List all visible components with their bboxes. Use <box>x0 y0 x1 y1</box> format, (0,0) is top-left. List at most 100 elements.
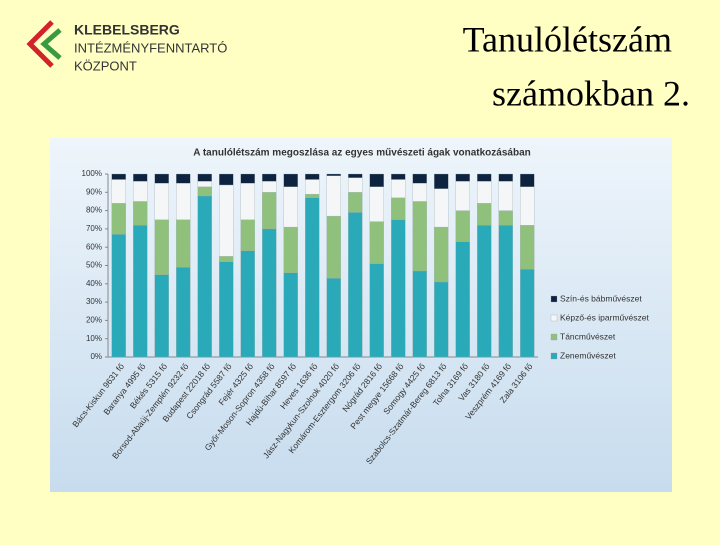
bar-segment <box>498 210 513 226</box>
bar-segment <box>434 281 449 358</box>
logo-text: KÖZPONT <box>74 58 137 73</box>
bar-segment <box>262 228 277 358</box>
bar-segment <box>240 182 255 220</box>
y-tick-label: 0% <box>90 352 102 361</box>
bar-segment <box>283 272 298 358</box>
logo-mark <box>26 20 54 68</box>
bar-segment <box>133 181 148 202</box>
bar-segment <box>176 267 191 358</box>
bar-segment <box>520 269 535 358</box>
logo-text: INTÉZMÉNYFENNTARTÓ <box>74 40 227 55</box>
bar-segment <box>369 173 384 187</box>
bar-segment <box>455 241 470 358</box>
logo-mark <box>40 28 62 60</box>
bar-segment <box>477 203 492 226</box>
y-tick-label: 60% <box>86 242 102 251</box>
bar-segment <box>391 179 406 198</box>
slide-title: Tanulólétszám <box>463 19 672 59</box>
bar-segment <box>305 197 320 358</box>
bar-segment <box>219 184 234 257</box>
bar-segment <box>326 215 341 279</box>
bar-segment <box>369 186 384 222</box>
bar-segment <box>154 182 169 220</box>
bar-segment <box>240 173 255 184</box>
bar-segment <box>283 226 298 273</box>
bar-segment <box>326 173 341 176</box>
bar-segment <box>520 225 535 270</box>
logo-text: KLEBELSBERG <box>74 22 180 38</box>
bar-segment <box>154 173 169 184</box>
legend-swatch <box>550 314 558 322</box>
bar-segment <box>520 186 535 226</box>
bar-segment <box>240 250 255 358</box>
bar-segment <box>197 173 212 182</box>
bar-segment <box>434 188 449 228</box>
bar-segment <box>240 219 255 252</box>
bar-segment <box>326 175 341 217</box>
y-tick-label: 100% <box>82 169 102 178</box>
bar-segment <box>477 181 492 204</box>
bar-segment <box>348 173 363 178</box>
bar-segment <box>111 179 126 204</box>
bar-segment <box>412 201 427 272</box>
bar-segment <box>477 173 492 182</box>
bar-segment <box>197 195 212 358</box>
chart-title: A tanulólétszám megoszlása az egyes művé… <box>193 148 531 159</box>
legend-label: Táncművészet <box>560 331 616 341</box>
legend-swatch <box>550 352 558 360</box>
legend-label: Zeneművészet <box>560 350 616 360</box>
bar-segment <box>262 192 277 230</box>
bar-segment <box>154 219 169 275</box>
bar-segment <box>348 192 363 213</box>
bar-segment <box>176 182 191 220</box>
bar-segment <box>391 173 406 180</box>
bar-segment <box>391 197 406 220</box>
y-tick-label: 70% <box>86 224 102 233</box>
y-tick-label: 50% <box>86 261 102 270</box>
plot: 0%10%20%30%40%50%60%70%80%90%100%Bács-Ki… <box>70 169 649 466</box>
legend-swatch <box>550 295 558 303</box>
bar-segment <box>369 263 384 358</box>
bar-segment <box>262 181 277 193</box>
bar-segment <box>219 261 234 358</box>
logo: KLEBELSBERG INTÉZMÉNYFENNTARTÓ KÖZPONT <box>26 20 227 73</box>
bar-segment <box>434 226 449 283</box>
bar-segment <box>498 225 513 358</box>
bar-segment <box>262 173 277 182</box>
bar-segment <box>111 203 126 235</box>
bar-segment <box>283 186 298 228</box>
bar-segment <box>412 173 427 184</box>
bar-segment <box>369 221 384 264</box>
bar-segment <box>305 179 320 195</box>
bar-segment <box>412 182 427 202</box>
slide-title: számokban 2. <box>492 73 690 113</box>
bar-segment <box>133 201 148 226</box>
bar-segment <box>412 270 427 358</box>
bar-segment <box>197 186 212 197</box>
bar-segment <box>176 173 191 184</box>
bar-segment <box>455 210 470 242</box>
bar-segment <box>305 173 320 180</box>
y-tick-label: 10% <box>86 334 102 343</box>
y-tick-label: 30% <box>86 297 102 306</box>
bar-segment <box>434 173 449 189</box>
bar-segment <box>455 181 470 211</box>
bar-segment <box>219 173 234 186</box>
legend-label: Szín-és bábművészet <box>560 293 642 303</box>
y-tick-label: 80% <box>86 206 102 215</box>
y-tick-label: 90% <box>86 187 102 196</box>
bar-segment <box>283 173 298 187</box>
y-tick-label: 40% <box>86 279 102 288</box>
bar-segment <box>133 225 148 358</box>
bar-segment <box>111 234 126 358</box>
bar-segment <box>219 256 234 262</box>
bar-segment <box>498 173 513 182</box>
bar-segment <box>348 212 363 358</box>
bar-segment <box>455 173 470 182</box>
bar-segment <box>326 278 341 358</box>
bar-segment <box>520 173 535 187</box>
bar-segment <box>197 181 212 187</box>
bar-segment <box>477 225 492 358</box>
